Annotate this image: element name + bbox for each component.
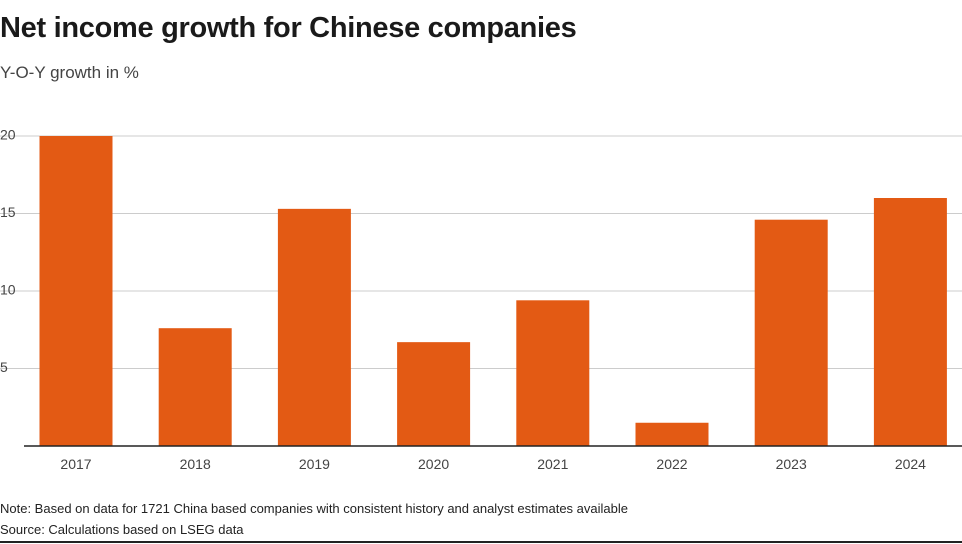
y-tick-label-15: 15 (0, 204, 16, 220)
bar-2019 (277, 208, 351, 446)
bar-chart: 5 10 15 20 2017 2018 2019 2020 2021 2022 2023 2024 (0, 127, 962, 472)
x-tick-label-2019: 2019 (299, 456, 330, 472)
x-tick-label-2020: 2020 (418, 456, 449, 472)
bar-2017 (39, 136, 113, 446)
footnote: Note: Based on data for 1721 China based… (0, 501, 628, 516)
x-tick-label-2018: 2018 (180, 456, 211, 472)
y-tick-label-5: 5 (0, 359, 8, 375)
x-tick-label-2022: 2022 (656, 456, 687, 472)
chart-subtitle: Y-O-Y growth in % (0, 63, 139, 82)
x-tick-label-2021: 2021 (537, 456, 568, 472)
bar-2021 (516, 300, 590, 446)
x-tick-label-2017: 2017 (60, 456, 91, 472)
bar-2020 (397, 342, 471, 446)
bar-2024 (873, 198, 947, 446)
x-tick-label-2023: 2023 (776, 456, 807, 472)
bar-2018 (158, 328, 232, 446)
bottom-divider (0, 541, 962, 543)
x-tick-label-2024: 2024 (895, 456, 926, 472)
y-tick-label-20: 20 (0, 127, 16, 143)
y-tick-label-10: 10 (0, 282, 16, 298)
bar-2023 (754, 219, 828, 446)
chart-title: Net income growth for Chinese companies (0, 12, 577, 44)
bar-2022 (635, 422, 709, 446)
axes: 2017 2018 2019 2020 2021 2022 2023 2024 (24, 445, 962, 472)
bars (39, 136, 947, 446)
source-line: Source: Calculations based on LSEG data (0, 522, 244, 537)
